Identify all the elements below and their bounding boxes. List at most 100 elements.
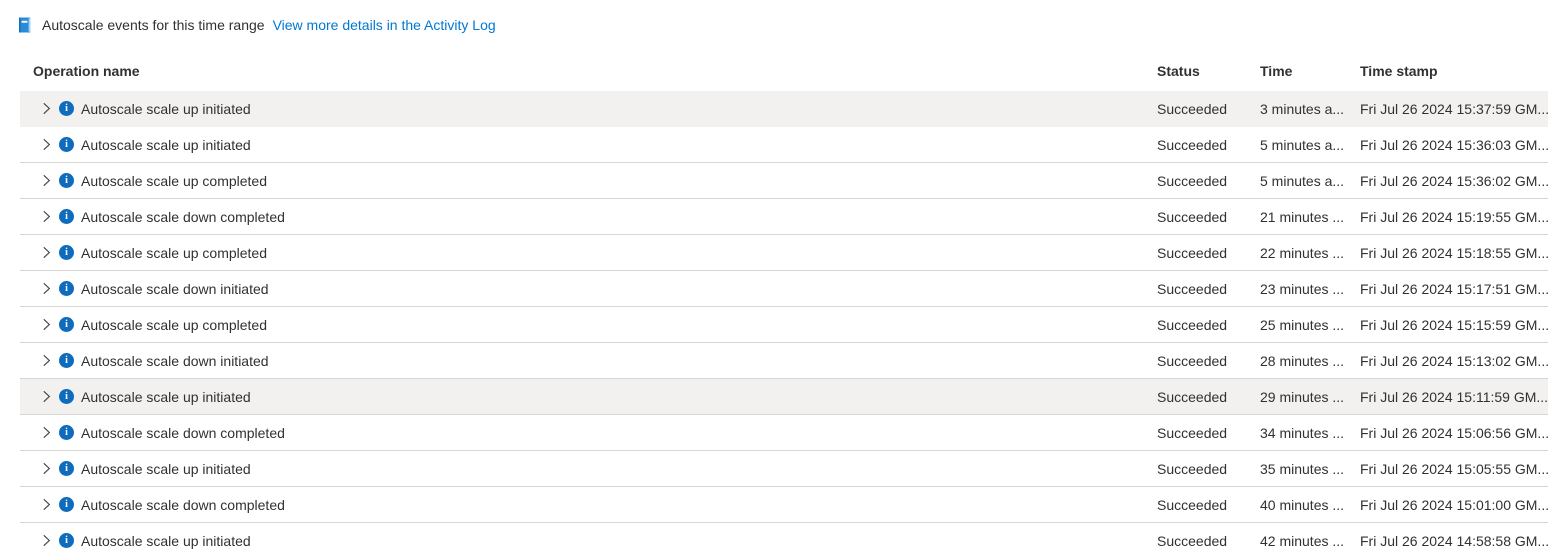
info-icon: i <box>59 209 74 224</box>
time-value: 29 minutes ... <box>1260 388 1345 405</box>
timestamp-value: Fri Jul 26 2024 15:17:51 GM... <box>1360 280 1548 297</box>
table-row[interactable]: i Autoscale scale up initiated Succeeded… <box>20 127 1548 163</box>
status-value: Succeeded <box>1157 532 1228 549</box>
status-value: Succeeded <box>1157 424 1228 441</box>
operation-name: Autoscale scale down completed <box>81 208 285 225</box>
time-value: 28 minutes ... <box>1260 352 1345 369</box>
timestamp-value: Fri Jul 26 2024 15:18:55 GM... <box>1360 244 1548 261</box>
chevron-right-icon[interactable] <box>40 246 53 259</box>
column-header-operation-name: Operation name <box>33 62 140 79</box>
chevron-right-icon[interactable] <box>40 174 53 187</box>
table-row[interactable]: i Autoscale scale down initiated Succeed… <box>20 271 1548 307</box>
activity-log-link[interactable]: View more details in the Activity Log <box>272 17 496 33</box>
table-body: i Autoscale scale up initiated Succeeded… <box>20 91 1548 554</box>
operation-name: Autoscale scale down initiated <box>81 352 269 369</box>
chevron-right-icon[interactable] <box>40 318 53 331</box>
status-value: Succeeded <box>1157 388 1228 405</box>
info-icon: i <box>59 353 74 368</box>
timestamp-value: Fri Jul 26 2024 15:19:55 GM... <box>1360 208 1548 225</box>
info-icon: i <box>59 533 74 548</box>
info-icon: i <box>59 281 74 296</box>
column-header-time: Time <box>1260 62 1293 79</box>
chevron-right-icon[interactable] <box>40 282 53 295</box>
time-value: 22 minutes ... <box>1260 244 1345 261</box>
time-value: 23 minutes ... <box>1260 280 1345 297</box>
time-value: 42 minutes ... <box>1260 532 1345 549</box>
table-row[interactable]: i Autoscale scale up initiated Succeeded… <box>20 379 1548 415</box>
chevron-right-icon[interactable] <box>40 534 53 547</box>
panel-header: Autoscale events for this time range Vie… <box>0 0 1557 50</box>
time-value: 35 minutes ... <box>1260 460 1345 477</box>
timestamp-value: Fri Jul 26 2024 15:37:59 GM... <box>1360 100 1548 117</box>
events-table: Operation name Status Time Time stamp i … <box>20 50 1548 554</box>
timestamp-value: Fri Jul 26 2024 15:06:56 GM... <box>1360 424 1548 441</box>
info-icon: i <box>59 317 74 332</box>
info-icon: i <box>59 137 74 152</box>
column-header-timestamp: Time stamp <box>1360 62 1438 79</box>
panel-title: Autoscale events for this time range <box>42 17 265 33</box>
operation-name: Autoscale scale down completed <box>81 424 285 441</box>
operation-name: Autoscale scale up completed <box>81 172 267 189</box>
timestamp-value: Fri Jul 26 2024 15:01:00 GM... <box>1360 496 1548 513</box>
table-row[interactable]: i Autoscale scale up initiated Succeeded… <box>20 451 1548 487</box>
time-value: 5 minutes a... <box>1260 172 1345 189</box>
table-row[interactable]: i Autoscale scale up completed Succeeded… <box>20 163 1548 199</box>
info-icon: i <box>59 173 74 188</box>
chevron-right-icon[interactable] <box>40 210 53 223</box>
time-value: 21 minutes ... <box>1260 208 1345 225</box>
chevron-right-icon[interactable] <box>40 426 53 439</box>
table-row[interactable]: i Autoscale scale down completed Succeed… <box>20 415 1548 451</box>
info-icon: i <box>59 389 74 404</box>
table-header: Operation name Status Time Time stamp <box>20 50 1548 91</box>
table-row[interactable]: i Autoscale scale down initiated Succeed… <box>20 343 1548 379</box>
info-icon: i <box>59 461 74 476</box>
timestamp-value: Fri Jul 26 2024 15:13:02 GM... <box>1360 352 1548 369</box>
table-row[interactable]: i Autoscale scale up completed Succeeded… <box>20 235 1548 271</box>
status-value: Succeeded <box>1157 136 1228 153</box>
operation-name: Autoscale scale up initiated <box>81 388 251 405</box>
status-value: Succeeded <box>1157 460 1228 477</box>
operation-name: Autoscale scale down completed <box>81 496 285 513</box>
timestamp-value: Fri Jul 26 2024 15:36:03 GM... <box>1360 136 1548 153</box>
info-icon: i <box>59 101 74 116</box>
time-value: 5 minutes a... <box>1260 136 1345 153</box>
chevron-right-icon[interactable] <box>40 390 53 403</box>
operation-name: Autoscale scale up initiated <box>81 532 251 549</box>
operation-name: Autoscale scale up initiated <box>81 460 251 477</box>
timestamp-value: Fri Jul 26 2024 15:15:59 GM... <box>1360 316 1548 333</box>
chevron-right-icon[interactable] <box>40 138 53 151</box>
operation-name: Autoscale scale down initiated <box>81 280 269 297</box>
time-value: 25 minutes ... <box>1260 316 1345 333</box>
status-value: Succeeded <box>1157 352 1228 369</box>
info-icon: i <box>59 425 74 440</box>
status-value: Succeeded <box>1157 100 1228 117</box>
column-header-status: Status <box>1157 62 1200 79</box>
operation-name: Autoscale scale up initiated <box>81 100 251 117</box>
table-row[interactable]: i Autoscale scale up initiated Succeeded… <box>20 523 1548 554</box>
chevron-right-icon[interactable] <box>40 102 53 115</box>
status-value: Succeeded <box>1157 208 1228 225</box>
time-value: 34 minutes ... <box>1260 424 1345 441</box>
time-value: 40 minutes ... <box>1260 496 1345 513</box>
chevron-right-icon[interactable] <box>40 498 53 511</box>
table-row[interactable]: i Autoscale scale down completed Succeed… <box>20 199 1548 235</box>
table-row[interactable]: i Autoscale scale up completed Succeeded… <box>20 307 1548 343</box>
info-icon: i <box>59 245 74 260</box>
table-row[interactable]: i Autoscale scale up initiated Succeeded… <box>20 91 1548 127</box>
operation-name: Autoscale scale up completed <box>81 244 267 261</box>
activity-log-icon <box>18 17 32 33</box>
operation-name: Autoscale scale up completed <box>81 316 267 333</box>
status-value: Succeeded <box>1157 172 1228 189</box>
time-value: 3 minutes a... <box>1260 100 1345 117</box>
table-row[interactable]: i Autoscale scale down completed Succeed… <box>20 487 1548 523</box>
timestamp-value: Fri Jul 26 2024 15:11:59 GM... <box>1360 388 1548 405</box>
status-value: Succeeded <box>1157 244 1228 261</box>
timestamp-value: Fri Jul 26 2024 15:36:02 GM... <box>1360 172 1548 189</box>
operation-name: Autoscale scale up initiated <box>81 136 251 153</box>
status-value: Succeeded <box>1157 280 1228 297</box>
chevron-right-icon[interactable] <box>40 462 53 475</box>
timestamp-value: Fri Jul 26 2024 15:05:55 GM... <box>1360 460 1548 477</box>
info-icon: i <box>59 497 74 512</box>
chevron-right-icon[interactable] <box>40 354 53 367</box>
